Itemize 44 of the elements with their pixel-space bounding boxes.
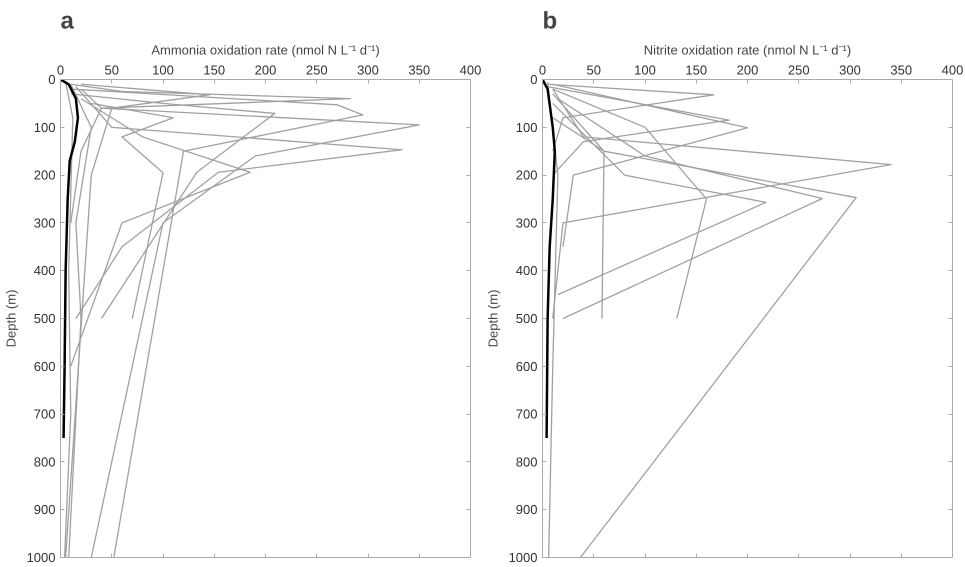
x-tick-label: 150 [203,62,226,78]
y-tick-label: 0 [48,72,56,87]
y-axis-title: Depth (m) [4,290,19,348]
y-tick-label: 500 [516,311,538,326]
y-tick-label: 100 [516,120,538,135]
y-tick-label: 400 [516,263,538,278]
x-tick-label: 200 [254,62,276,78]
x-tick-label: 100 [634,62,656,78]
x-axis-title: Nitrite oxidation rate (nmol N L⁻¹ d⁻¹) [644,42,852,58]
y-tick-label: 1000 [26,550,56,565]
y-tick-label: 600 [516,358,538,374]
x-tick-label: 350 [408,62,430,78]
chart-title: a [60,8,74,34]
x-tick-label: 400 [942,62,964,78]
x-tick-label: 150 [685,62,708,78]
x-tick-label: 50 [104,62,119,78]
y-tick-label: 300 [516,215,538,230]
y-tick-label: 100 [34,120,56,135]
y-tick-label: 800 [516,454,538,470]
y-tick-label: 300 [34,215,56,230]
y-tick-label: 400 [34,263,56,278]
y-tick-label: 700 [34,406,56,422]
x-tick-label: 300 [839,62,861,78]
x-tick-label: 100 [152,62,174,78]
y-tick-label: 1000 [508,550,538,565]
y-tick-label: 900 [34,502,56,518]
x-tick-label: 250 [306,62,328,78]
chart-title: b [542,8,558,34]
x-tick-label: 400 [460,62,482,78]
x-tick-label: 350 [890,62,912,78]
y-tick-label: 200 [516,168,538,183]
x-tick-label: 250 [788,62,810,78]
y-tick-label: 600 [34,358,56,374]
x-axis-title: Ammonia oxidation rate (nmol N L⁻¹ d⁻¹) [151,42,380,58]
y-tick-label: 200 [34,168,56,183]
y-tick-label: 500 [34,311,56,326]
x-tick-label: 200 [736,62,758,78]
y-tick-label: 800 [34,454,56,470]
y-tick-label: 900 [516,502,538,518]
x-tick-label: 50 [586,62,601,78]
x-tick-label: 300 [357,62,379,78]
y-tick-label: 0 [530,72,538,87]
y-tick-label: 700 [516,406,538,422]
y-axis-title: Depth (m) [486,290,501,348]
